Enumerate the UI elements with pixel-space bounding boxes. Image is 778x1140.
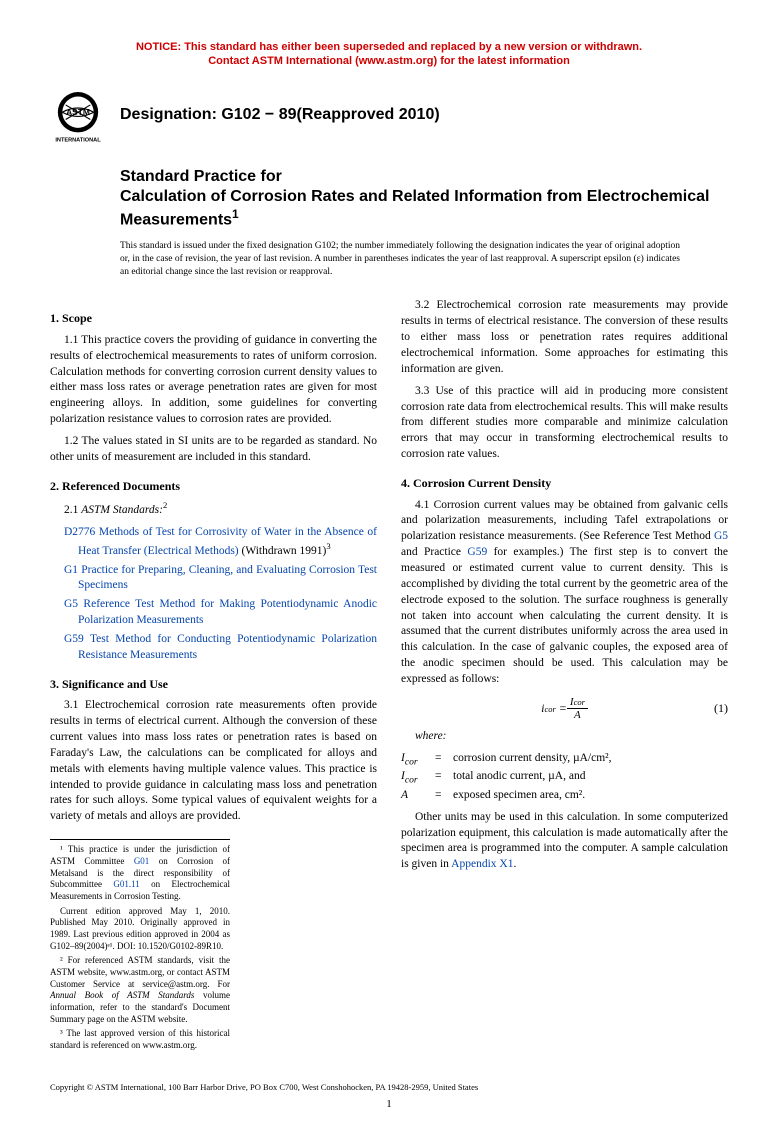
astm-logo-icon: ASTM INTERNATIONAL: [50, 87, 106, 143]
title-pre: Standard Practice for: [120, 167, 728, 187]
section-4-p1: 4.1 Corrosion current values may be obta…: [401, 498, 728, 688]
issue-note: This standard is issued under the fixed …: [120, 240, 680, 278]
ref-g5[interactable]: G5 Reference Test Method for Making Pote…: [64, 597, 377, 629]
section-1-head: 1. Scope: [50, 310, 377, 327]
ref-g1[interactable]: G1 Practice for Preparing, Cleaning, and…: [64, 563, 377, 595]
section-3-p3: 3.3 Use of this practice will aid in pro…: [401, 384, 728, 463]
notice-banner: NOTICE: This standard has either been su…: [50, 40, 728, 69]
where-row-3: A=exposed specimen area, cm².: [401, 788, 728, 804]
footnotes: ¹ This practice is under the jurisdictio…: [50, 839, 230, 1052]
copyright: Copyright © ASTM International, 100 Barr…: [50, 1082, 728, 1092]
footnote-1: ¹ This practice is under the jurisdictio…: [50, 844, 230, 902]
header: ASTM INTERNATIONAL Designation: G102 − 8…: [50, 87, 728, 143]
ref-d2776[interactable]: D2776 Methods of Test for Corrosivity of…: [64, 525, 377, 560]
title-block: Standard Practice for Calculation of Cor…: [120, 167, 728, 230]
footnote-3: ³ The last approved version of this hist…: [50, 1028, 230, 1051]
designation: Designation: G102 − 89(Reapproved 2010): [120, 106, 440, 124]
footnote-1-cont: Current edition approved May 1, 2010. Pu…: [50, 906, 230, 953]
section-1-p2: 1.2 The values stated in SI units are to…: [50, 434, 377, 466]
equation-1-num: (1): [714, 700, 728, 717]
link-appendix-x1[interactable]: Appendix X1: [451, 858, 513, 870]
title-main: Calculation of Corrosion Rates and Relat…: [120, 187, 728, 230]
notice-line2: Contact ASTM International (www.astm.org…: [50, 54, 728, 68]
svg-text:ASTM: ASTM: [66, 107, 90, 117]
footnote-2: ² For referenced ASTM standards, visit t…: [50, 955, 230, 1025]
section-2-sub: 2.1 ASTM Standards:2: [50, 500, 377, 519]
notice-line1: NOTICE: This standard has either been su…: [50, 40, 728, 54]
section-3-p1: 3.1 Electrochemical corrosion rate measu…: [50, 698, 377, 825]
equation-1: icor = Icor A (1): [401, 696, 728, 721]
where-label: where:: [401, 729, 728, 745]
body-columns: 1. Scope 1.1 This practice covers the pr…: [50, 298, 728, 1051]
link-g59[interactable]: G59: [467, 546, 487, 558]
where-row-1: Icor=corrosion current density, µA/cm²,: [401, 751, 728, 769]
svg-text:INTERNATIONAL: INTERNATIONAL: [55, 137, 101, 143]
section-3-p2: 3.2 Electrochemical corrosion rate measu…: [401, 298, 728, 377]
link-g5[interactable]: G5: [714, 530, 728, 542]
section-4-head: 4. Corrosion Current Density: [401, 475, 728, 492]
where-row-2: Icor=total anodic current, µA, and: [401, 769, 728, 787]
section-3-head: 3. Significance and Use: [50, 676, 377, 693]
section-2-head: 2. Referenced Documents: [50, 478, 377, 495]
section-4-p2: Other units may be used in this calculat…: [401, 810, 728, 873]
section-1-p1: 1.1 This practice covers the providing o…: [50, 333, 377, 428]
page-number: 1: [50, 1098, 728, 1110]
ref-g59[interactable]: G59 Test Method for Conducting Potentiod…: [64, 632, 377, 664]
